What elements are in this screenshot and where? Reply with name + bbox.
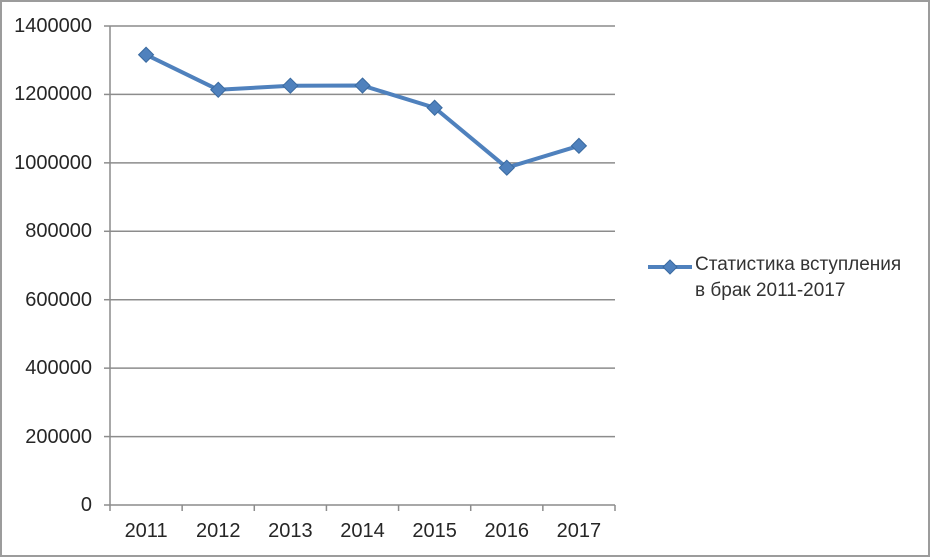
x-axis-label: 2016 — [484, 520, 530, 542]
y-axis-label: 400000 — [25, 357, 92, 380]
data-point-marker — [210, 81, 227, 98]
y-axis-label: 800000 — [25, 220, 92, 243]
y-axis-label: 1400000 — [14, 15, 92, 37]
x-axis-label: 2015 — [412, 520, 457, 542]
data-point-marker — [282, 77, 299, 94]
x-axis-label: 2012 — [195, 520, 241, 542]
data-point-marker — [354, 77, 371, 94]
legend-label: Статистика вступления в брак 2011-2017 — [695, 254, 902, 301]
data-point-marker — [426, 99, 443, 116]
series-line — [144, 52, 581, 170]
y-axis-label: 200000 — [25, 425, 92, 448]
x-axis-label: 2017 — [556, 520, 602, 542]
data-point-marker — [498, 159, 515, 176]
data-point-marker — [662, 259, 678, 275]
x-axis-label: 2011 — [124, 520, 168, 542]
y-axis-label: 1000000 — [14, 151, 92, 174]
legend: Статистика вступления в брак 2011-2017 — [647, 252, 913, 304]
x-axis-label: 2013 — [268, 520, 313, 542]
y-axis-label: 1200000 — [14, 83, 92, 106]
y-axis-label: 0 — [80, 494, 92, 516]
data-point-marker — [137, 46, 155, 63]
x-axis-label: 2014 — [340, 520, 385, 542]
data-point-marker — [570, 137, 588, 155]
y-axis-label: 600000 — [25, 288, 92, 311]
legend-series-marker-icon — [648, 259, 692, 275]
